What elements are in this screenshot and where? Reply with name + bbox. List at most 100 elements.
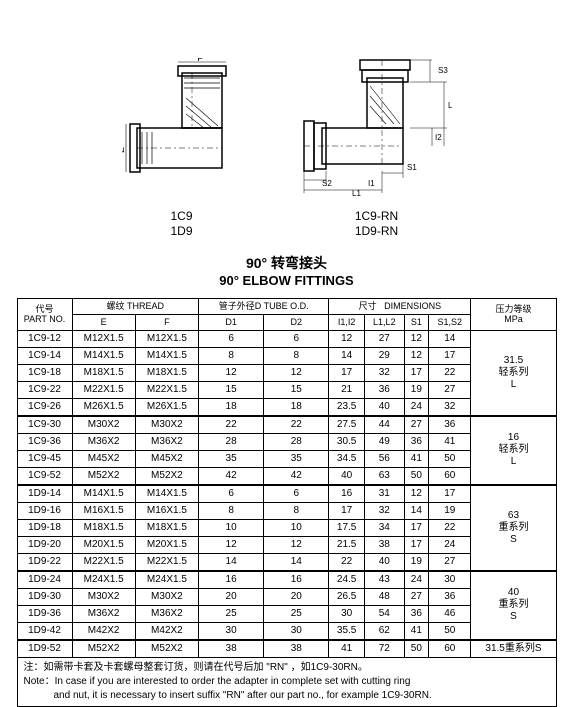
cell-l: 62 [364,622,404,640]
cell-s: 27 [429,553,471,571]
pressure-cell: 31.5轻系列L [471,330,556,416]
cell-e: M12X1.5 [72,330,135,347]
cell-l: 44 [364,416,404,434]
table-row: 1D9-14M14X1.5M14X1.5661631121763重系列S [17,485,556,503]
cell-d1: 35 [199,450,264,467]
cell-e: M45X2 [72,450,135,467]
cell-d1: 6 [199,485,264,503]
cell-l: 34 [364,519,404,536]
cell-i: 21.5 [329,536,365,553]
title-chinese: 90° 转弯接头 [0,253,573,273]
cell-f: M30X2 [135,588,198,605]
cell-f: M52X2 [135,467,198,485]
cell-d2: 16 [264,571,329,589]
cell-d1: 18 [199,398,264,416]
technical-diagrams: F E 1C9 1D9 ⌀D2 [0,0,573,245]
cell-d2: 22 [264,416,329,434]
cell-pn: 1D9-20 [17,536,72,553]
diagram-label-1c9: 1C9 [122,209,242,225]
cell-pn: 1C9-36 [17,433,72,450]
cell-f: M24X1.5 [135,571,198,589]
cell-f: M12X1.5 [135,330,198,347]
hdr-dimensions: 尺寸 DIMENSIONS [329,299,471,315]
cell-d1: 15 [199,381,264,398]
cell-pn: 1D9-16 [17,502,72,519]
cell-f: M16X1.5 [135,502,198,519]
cell-d2: 42 [264,467,329,485]
cell-l: 49 [364,433,404,450]
cell-d2: 12 [264,364,329,381]
note-cn: 注：如需带卡套及卡套螺母整套订货，则请在代号后加 "RN" ，如1C9-30RN… [24,661,550,675]
cell-s1: 50 [404,467,428,485]
cell-pn: 1D9-52 [17,640,72,658]
cell-s: 60 [429,640,471,658]
cell-l: 32 [364,364,404,381]
cell-s1: 27 [404,588,428,605]
cell-i: 14 [329,347,365,364]
cell-s: 32 [429,398,471,416]
cell-l: 43 [364,571,404,589]
cell-s: 14 [429,330,471,347]
cell-f: M30X2 [135,416,198,434]
cell-i: 17 [329,364,365,381]
table-row: 1C9-12M12X1.5M12X1.5661227121431.5轻系列L [17,330,556,347]
page-title: 90° 转弯接头 90° ELBOW FITTINGS [0,253,573,288]
cell-d2: 8 [264,502,329,519]
svg-text:L2: L2 [448,101,452,110]
svg-text:E: E [122,147,126,153]
cell-s: 46 [429,605,471,622]
cell-e: M52X2 [72,467,135,485]
cell-s1: 17 [404,536,428,553]
cell-i: 30 [329,605,365,622]
hdr-partno: 代号PART NO. [17,299,72,331]
hdr-l: L1,L2 [364,314,404,330]
cell-i: 12 [329,330,365,347]
cell-e: M24X1.5 [72,571,135,589]
cell-pn: 1C9-45 [17,450,72,467]
cell-i: 24.5 [329,571,365,589]
diagram-label-1d9: 1D9 [122,224,242,240]
hdr-pressure: 压力等级MPa [471,299,556,331]
cell-s: 60 [429,467,471,485]
hdr-thread: 螺纹 THREAD [72,299,199,315]
svg-text:⌀D2: ⌀D2 [376,58,392,59]
cell-f: M45X2 [135,450,198,467]
cell-l: 40 [364,553,404,571]
svg-text:I2: I2 [435,133,442,142]
pressure-cell: 40重系列S [471,571,556,640]
cell-d1: 38 [199,640,264,658]
cell-s1: 12 [404,485,428,503]
cell-f: M22X1.5 [135,553,198,571]
cell-d2: 30 [264,622,329,640]
note-en1: Note：In case if you are interested to or… [24,675,550,689]
cell-s1: 24 [404,398,428,416]
cell-s1: 50 [404,640,428,658]
cell-l: 36 [364,381,404,398]
cell-s: 30 [429,571,471,589]
cell-e: M18X1.5 [72,519,135,536]
cell-s: 22 [429,519,471,536]
svg-text:I1: I1 [368,179,375,188]
cell-e: M20X1.5 [72,536,135,553]
cell-s: 24 [429,536,471,553]
hdr-f: F [135,314,198,330]
hdr-d1: D1 [199,314,264,330]
cell-pn: 1C9-14 [17,347,72,364]
cell-e: M14X1.5 [72,485,135,503]
cell-d1: 28 [199,433,264,450]
cell-s1: 19 [404,553,428,571]
cell-s: 19 [429,502,471,519]
hdr-s: S1,S2 [429,314,471,330]
svg-text:S2: S2 [322,179,332,188]
cell-e: M22X1.5 [72,381,135,398]
cell-f: M18X1.5 [135,364,198,381]
cell-pn: 1D9-22 [17,553,72,571]
cell-d1: 8 [199,347,264,364]
cell-e: M36X2 [72,433,135,450]
cell-f: M14X1.5 [135,347,198,364]
hdr-i: I1,I2 [329,314,365,330]
cell-s: 36 [429,588,471,605]
cell-d1: 10 [199,519,264,536]
cell-d1: 14 [199,553,264,571]
elbow-drawing-right: ⌀D2 S3 L2 I2 S1 I1 L1 S2 [302,58,452,198]
